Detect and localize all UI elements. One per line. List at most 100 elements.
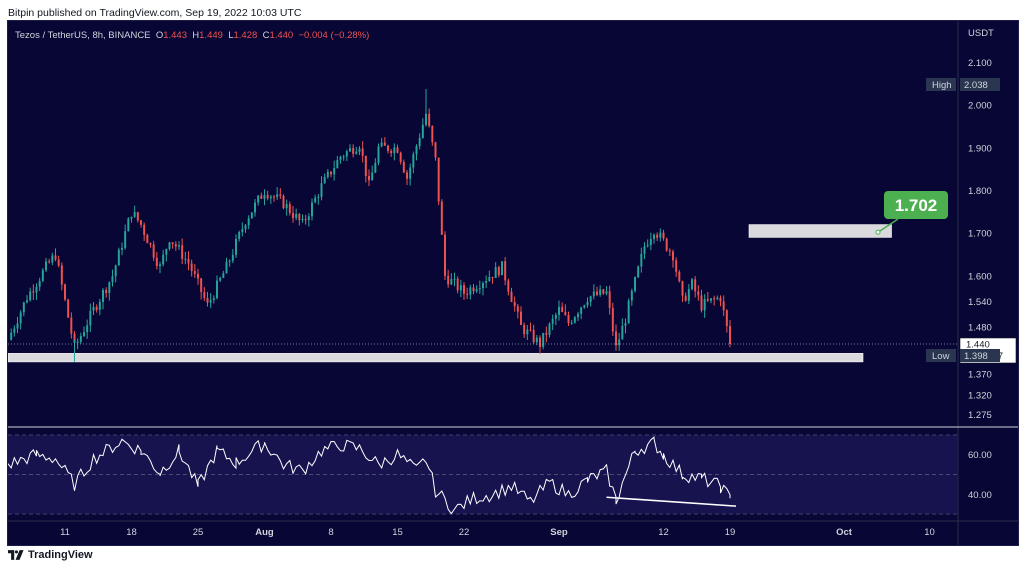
- candle-body: [345, 151, 348, 157]
- candle-body: [396, 147, 399, 153]
- candle-body: [722, 301, 725, 311]
- high-label: H: [192, 30, 200, 41]
- candle-body: [301, 219, 304, 221]
- candle-body: [143, 224, 146, 235]
- symbol-legend: Tezos / TetherUS, 8h, BINANCE O1.443 H1.…: [15, 30, 369, 41]
- candle-body: [314, 197, 317, 203]
- candle-body: [494, 267, 497, 279]
- candle-body: [117, 249, 120, 266]
- candle-body: [276, 194, 279, 197]
- candle-body: [168, 242, 171, 250]
- candle-body: [326, 171, 329, 177]
- candle-body: [124, 231, 127, 248]
- candle-body: [254, 202, 256, 213]
- candle-body: [136, 212, 139, 221]
- candle-body: [554, 314, 557, 319]
- candle-body: [371, 172, 374, 181]
- candle-body: [418, 137, 421, 147]
- candle-body: [459, 285, 462, 291]
- candle-body: [247, 218, 250, 226]
- low-tag-box: [926, 349, 956, 362]
- candle-body: [478, 288, 481, 290]
- candle-body: [64, 284, 66, 300]
- footer-brand[interactable]: TradingView: [8, 549, 93, 561]
- low-value: 1.428: [233, 30, 258, 41]
- candle-body: [149, 243, 152, 245]
- candle-body: [35, 286, 38, 293]
- change-value: −0.004 (−0.28%): [298, 30, 370, 41]
- candle-body: [60, 265, 63, 285]
- rsi-line: [8, 436, 731, 515]
- time-axis-tick: 22: [459, 527, 470, 538]
- candle-body: [507, 280, 510, 292]
- chart-frame: USDT 2.100 2.000 1.900 1.800 1.700 1.600 1.540 1…: [7, 20, 1019, 546]
- candle-body: [729, 326, 731, 344]
- time-axis-tick: 19: [725, 527, 736, 538]
- candle-body: [178, 245, 180, 247]
- price-axis-tick: 1.700: [968, 229, 992, 240]
- candle-body: [307, 216, 310, 221]
- candle-body: [155, 257, 158, 267]
- candle-body: [615, 331, 617, 346]
- candle-body: [92, 306, 95, 311]
- candle-body: [342, 156, 345, 158]
- candle-body: [558, 306, 560, 315]
- candle-body: [273, 196, 275, 198]
- low-value-label: 1.398: [964, 351, 988, 362]
- candle-body: [323, 176, 326, 184]
- candle-body: [203, 292, 206, 298]
- candle-body: [491, 277, 494, 279]
- candle-body: [665, 238, 668, 251]
- candle-body: [627, 300, 630, 324]
- candle-body: [22, 302, 25, 313]
- target-callout-box: [884, 191, 948, 219]
- candle-body: [358, 148, 361, 152]
- candle-body: [640, 253, 643, 267]
- candle-body: [225, 261, 228, 274]
- candle-body: [520, 311, 522, 325]
- candle-body: [146, 234, 149, 244]
- candle-body: [513, 301, 516, 307]
- chart-canvas[interactable]: USDT 2.100 2.000 1.900 1.800 1.700 1.600 1.540 1…: [8, 21, 1018, 545]
- candle-body: [212, 298, 215, 300]
- candle-body: [222, 273, 225, 278]
- candle-body: [523, 324, 526, 335]
- candle-body: [83, 332, 85, 337]
- candle-body: [244, 225, 247, 230]
- candle-body: [130, 216, 133, 219]
- candle-body: [567, 314, 570, 324]
- candle-body: [510, 291, 513, 302]
- candle-body: [592, 291, 595, 297]
- candle-body: [159, 264, 161, 267]
- candle-body: [235, 238, 237, 255]
- candle-body: [447, 275, 450, 285]
- candle-body: [377, 146, 380, 163]
- candle-body: [501, 261, 503, 276]
- rsi-axis-tick: 60.00: [968, 450, 992, 461]
- candle-body: [713, 298, 716, 300]
- target-callout-pointer: [877, 218, 899, 233]
- candle-body: [193, 271, 196, 274]
- candle-body: [672, 251, 674, 261]
- candle-body: [19, 312, 22, 324]
- low-label: L: [228, 30, 234, 41]
- candle-body: [219, 277, 222, 281]
- candle-body: [605, 291, 608, 294]
- candle-body: [694, 279, 697, 292]
- candle-body: [700, 295, 703, 311]
- candle-body: [339, 156, 342, 160]
- last-price-label: 1.440: [966, 339, 990, 350]
- price-axis-tick: 1.600: [968, 271, 992, 282]
- candle-body: [697, 291, 700, 296]
- candle-body: [292, 213, 294, 219]
- candle-body: [450, 279, 453, 285]
- candle-body: [716, 297, 719, 299]
- candle-body: [624, 323, 627, 326]
- candle-body: [710, 298, 712, 301]
- candle-body: [29, 291, 32, 301]
- candle-body: [190, 263, 193, 272]
- high-value-box: [960, 78, 1000, 91]
- candle-body: [577, 313, 579, 318]
- candle-body: [516, 306, 519, 312]
- candle-body: [453, 278, 456, 280]
